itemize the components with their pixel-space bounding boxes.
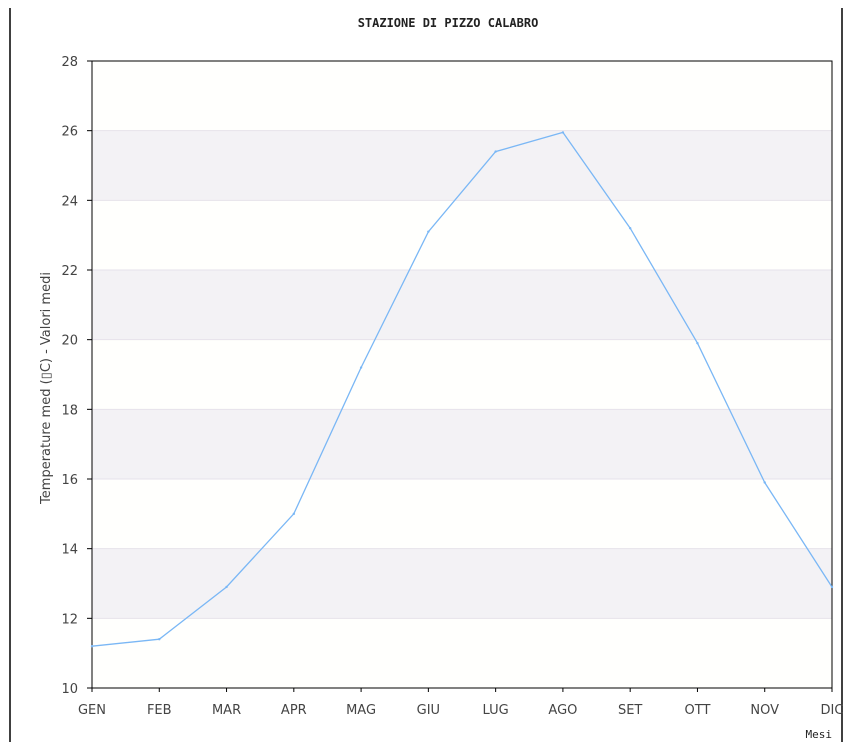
data-point — [696, 341, 699, 345]
background-band — [92, 200, 832, 270]
x-tick-label: APR — [281, 703, 307, 718]
x-tick-label: NOV — [750, 703, 779, 718]
y-tick-label: 12 — [61, 612, 78, 627]
y-tick-label: 16 — [61, 473, 78, 488]
y-tick-label: 10 — [61, 682, 78, 697]
chart-title: STAZIONE DI PIZZO CALABRO — [358, 16, 539, 30]
x-tick-label: GEN — [78, 703, 106, 718]
data-point — [427, 230, 430, 233]
data-points — [90, 131, 834, 648]
data-point — [225, 585, 228, 589]
series-line — [91, 131, 833, 647]
x-tick-label: FEB — [147, 703, 172, 718]
background-band — [92, 409, 832, 479]
x-tick-label: LUG — [483, 703, 509, 718]
data-point — [830, 585, 834, 589]
y-axis-label: Temperature med (▯C) - Valori medi — [39, 272, 54, 505]
x-tick-label: AGO — [548, 703, 577, 718]
data-point — [359, 366, 363, 369]
background-band — [92, 130, 832, 201]
plot-area-border — [91, 60, 833, 689]
y-tick-label: 20 — [61, 334, 78, 349]
x-axis-label: Mesi — [806, 728, 833, 741]
y-tick-label: 18 — [61, 403, 78, 418]
background-band — [92, 479, 832, 549]
background-band — [92, 270, 832, 340]
background-bands — [92, 61, 832, 688]
data-point — [628, 227, 632, 230]
x-tick-label: DIC — [821, 703, 844, 718]
background-band — [92, 618, 832, 688]
x-tick-label: OTT — [685, 703, 711, 718]
y-tick-label: 22 — [61, 264, 78, 279]
x-tick-label: GIU — [417, 703, 440, 718]
x-tick-label: MAG — [346, 703, 376, 718]
x-tick-label: MAR — [212, 703, 241, 718]
data-point — [158, 638, 161, 641]
x-tick-label: SET — [618, 703, 642, 718]
y-tick-label: 28 — [61, 55, 78, 70]
data-point — [494, 150, 497, 153]
y-axis-ticks: 10 12 14 16 18 20 22 24 26 28 — [61, 55, 92, 697]
y-tick-label: 14 — [61, 543, 78, 558]
y-tick-label: 24 — [61, 194, 78, 209]
y-tick-label: 26 — [61, 125, 78, 140]
gridlines — [92, 130, 832, 619]
background-band — [92, 548, 832, 619]
data-point — [561, 131, 565, 134]
background-band — [92, 339, 832, 410]
data-point — [763, 481, 766, 484]
x-axis-ticks: GEN FEB MAR APR MAG GIU LUG AGO SET OTT NOV DIC — [78, 688, 843, 718]
data-point — [90, 645, 94, 648]
background-band — [92, 61, 832, 131]
data-point — [292, 512, 296, 516]
